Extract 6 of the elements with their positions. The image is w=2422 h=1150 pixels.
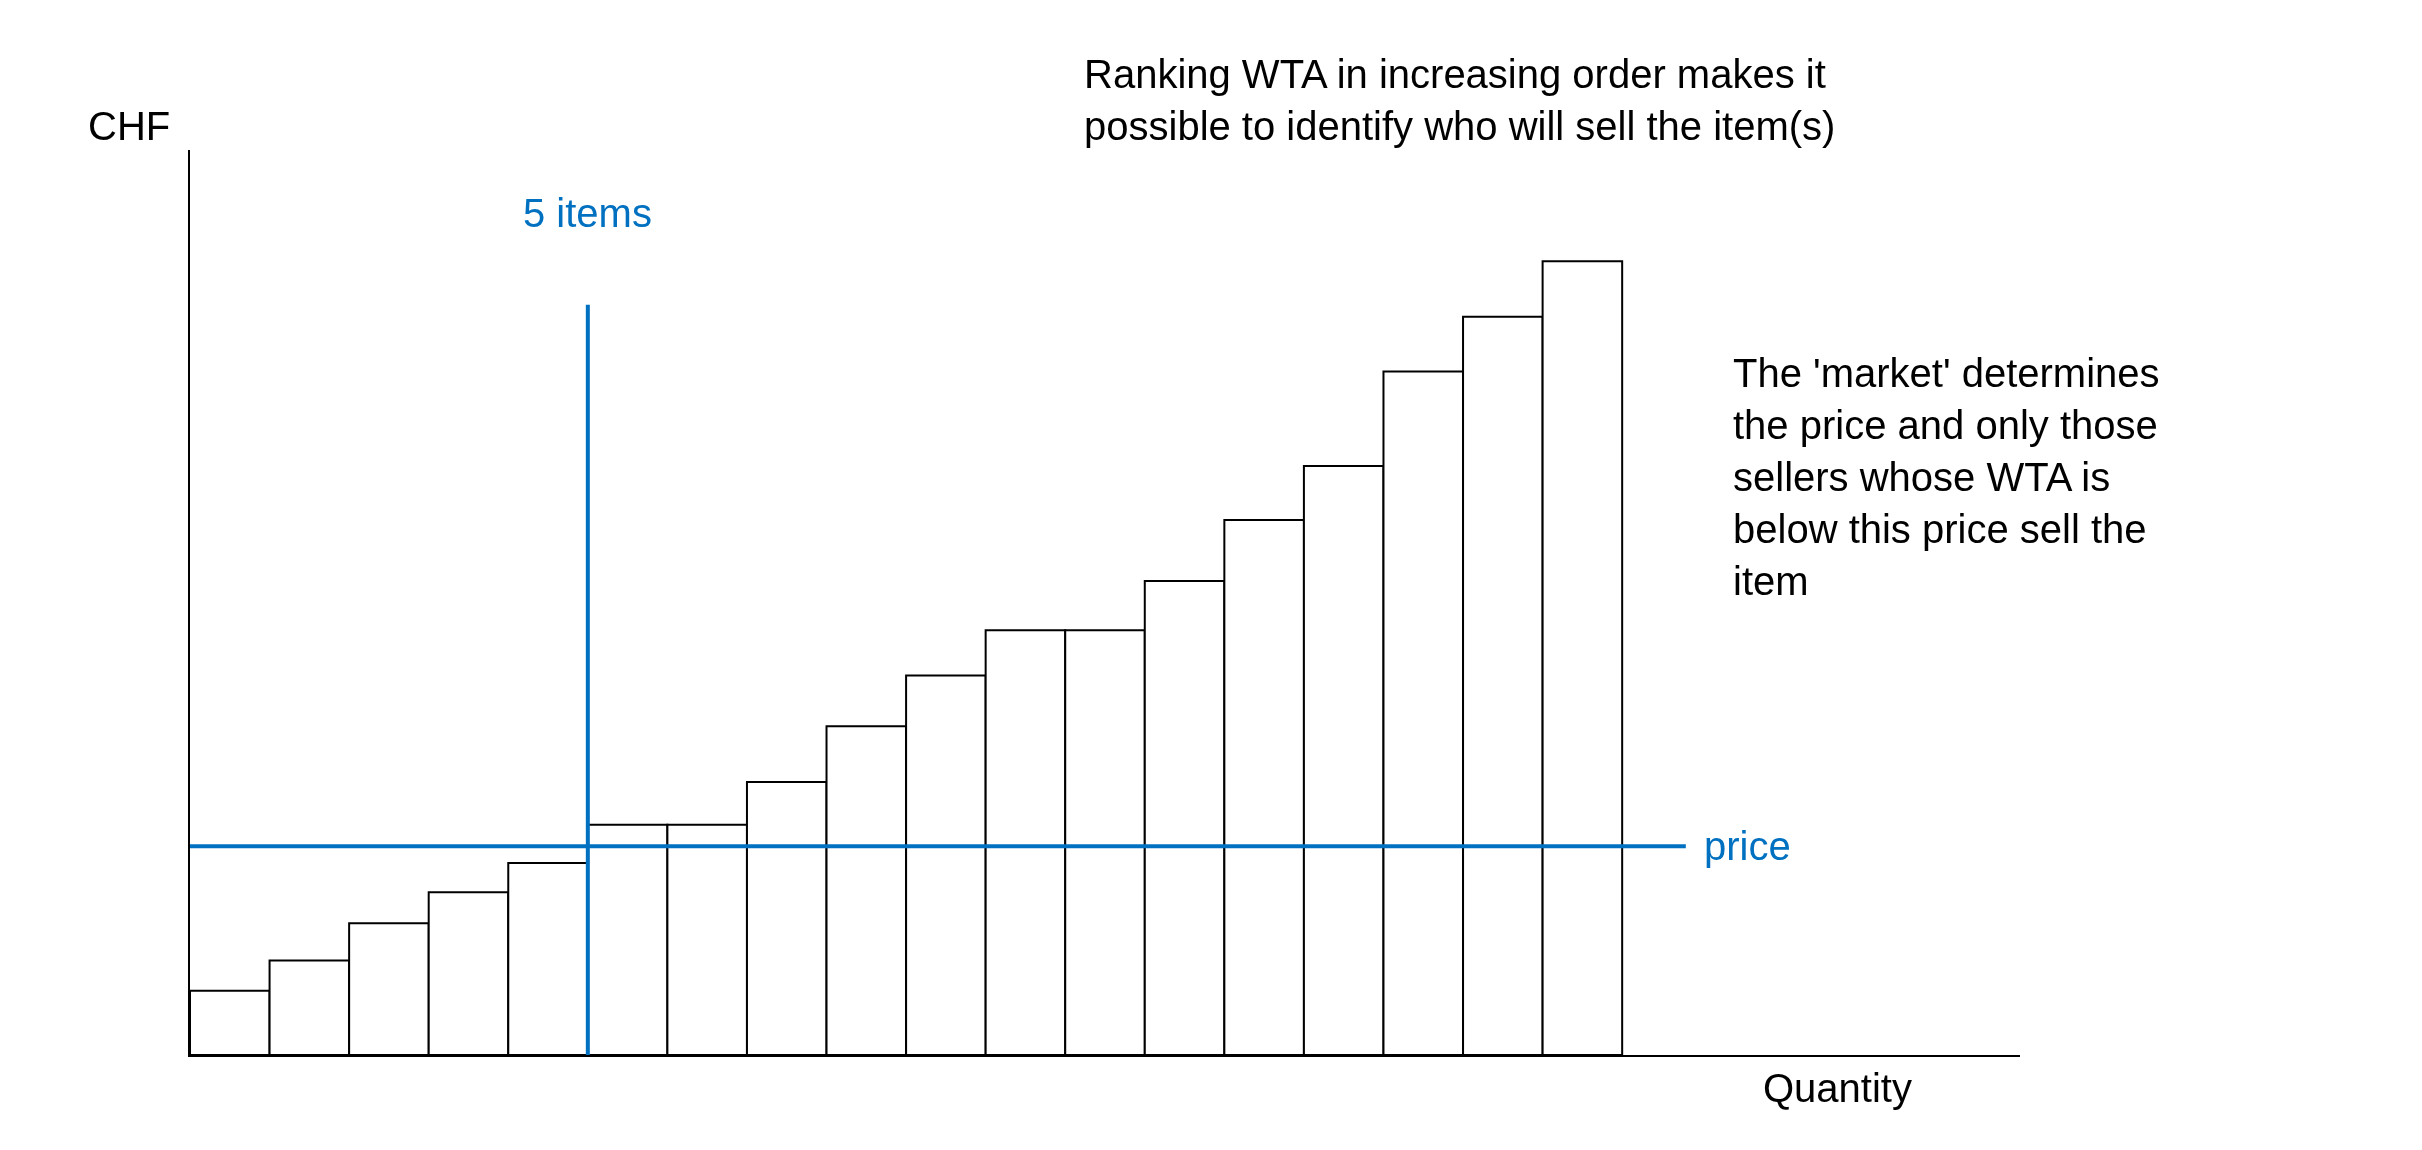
text: Ranking WTA in increasing order makes it possible to identify who will sell the item(s) bbox=[1084, 52, 1836, 148]
y-axis-title: CHF bbox=[88, 104, 171, 148]
ref-line-label: price bbox=[1704, 824, 1791, 868]
text: 5 items bbox=[523, 191, 652, 235]
text: The 'market' determines the price and only those sellers whose WTA is below this price sell the item bbox=[1733, 351, 2160, 603]
x-axis-title: Quantity bbox=[1763, 1066, 1912, 1110]
